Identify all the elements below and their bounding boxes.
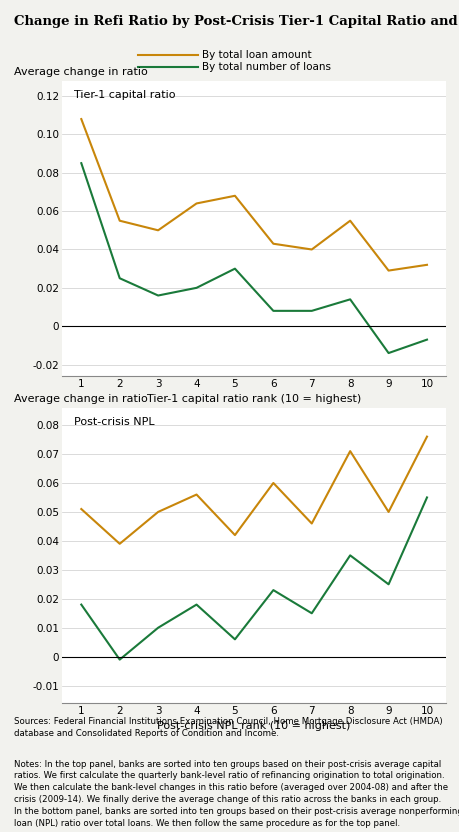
X-axis label: Post-crisis NPL rank (10 = highest): Post-crisis NPL rank (10 = highest) — [157, 721, 350, 731]
Text: By total loan amount: By total loan amount — [202, 50, 311, 60]
Text: Post-crisis NPL: Post-crisis NPL — [73, 417, 154, 427]
Text: Sources: Federal Financial Institutions Examination Council, Home Mortgage Discl: Sources: Federal Financial Institutions … — [14, 717, 442, 738]
Text: Tier-1 capital ratio: Tier-1 capital ratio — [73, 90, 175, 100]
Text: Average change in ratio: Average change in ratio — [14, 394, 147, 404]
Text: Notes: In the top panel, banks are sorted into ten groups based on their post-cr: Notes: In the top panel, banks are sorte… — [14, 760, 459, 828]
X-axis label: Tier-1 capital ratio rank (10 = highest): Tier-1 capital ratio rank (10 = highest) — [147, 394, 360, 404]
Text: Average change in ratio: Average change in ratio — [14, 67, 147, 77]
Text: By total number of loans: By total number of loans — [202, 62, 330, 72]
Text: Change in Refi Ratio by Post-Crisis Tier-1 Capital Ratio and NPL: Change in Refi Ratio by Post-Crisis Tier… — [14, 15, 459, 28]
